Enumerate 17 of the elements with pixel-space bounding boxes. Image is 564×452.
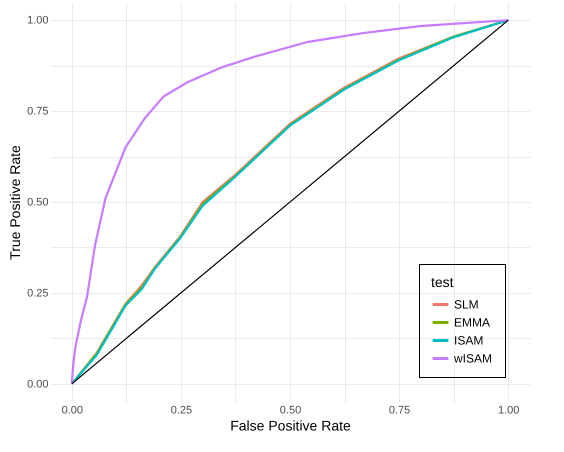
y-tick-label: 0.50	[27, 196, 48, 208]
x-tick-label: 0.75	[388, 404, 410, 416]
legend-label: wISAM	[453, 352, 492, 366]
y-tick-label: 0.00	[27, 378, 48, 390]
y-tick-label: 0.25	[27, 287, 48, 300]
y-axis-title: True Positive Rate	[7, 144, 24, 260]
legend-label: SLM	[454, 298, 479, 312]
y-tick-label: 1.00	[27, 14, 48, 27]
x-tick-label: 0.00	[62, 404, 84, 416]
x-tick-label: 1.00	[498, 404, 520, 416]
legend-label: ISAM	[454, 334, 484, 348]
y-tick-label: 0.75	[27, 106, 48, 118]
x-tick-label: 0.25	[170, 404, 192, 416]
x-axis-title: False Positive Rate	[230, 418, 352, 434]
legend-label: EMMA	[454, 316, 490, 330]
x-tick-label: 0.50	[280, 404, 302, 416]
legend-title: test	[431, 274, 454, 290]
